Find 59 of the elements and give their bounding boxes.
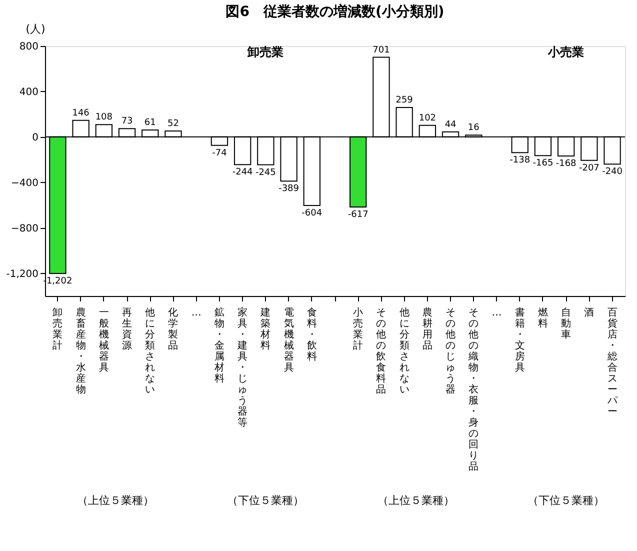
- data-label: -244: [232, 168, 254, 178]
- text: （上位５業種）: [77, 494, 154, 507]
- data-label: 73: [121, 116, 133, 127]
- x-tick-label: 鉱物・金属材料: [213, 306, 224, 384]
- data-label: -74: [212, 148, 228, 158]
- x-tick-label: …: [191, 308, 202, 318]
- data-label: 146: [72, 108, 90, 118]
- chart-title: 図6 従業者数の増減数(小分類別): [226, 3, 444, 20]
- x-tick-label: 一般機械器具: [98, 308, 109, 374]
- x-tick-label: 建築材料: [260, 306, 271, 352]
- data-label: -245: [255, 168, 276, 178]
- text: （下位５業種）: [227, 494, 304, 507]
- y-tick-label: 400: [19, 86, 38, 98]
- text: （下位５業種）: [528, 494, 605, 507]
- y-tick-label: 0: [32, 132, 38, 144]
- data-label: -240: [602, 167, 623, 178]
- data-label: -389: [278, 184, 300, 194]
- x-tick-label: 酒: [584, 306, 594, 318]
- x-tick-label: 農畜産物・水産物: [76, 306, 86, 396]
- x-tick-label: …: [492, 308, 502, 318]
- annotation: 卸売業: [246, 45, 284, 59]
- x-tick-label: 他に分類されない: [399, 306, 410, 396]
- x-tick-label: 自動車: [561, 306, 572, 340]
- data-label: 61: [144, 118, 156, 128]
- x-tick-label: 再生資源: [122, 308, 132, 352]
- data-label: 102: [418, 113, 436, 124]
- y-tick-label: 800: [19, 42, 38, 52]
- x-tick-label: 小売業計: [353, 306, 364, 352]
- category-label: 百貨店・総合スーパー: [607, 308, 618, 418]
- y-tick-label: −800: [11, 223, 38, 234]
- data-label: 44: [444, 120, 457, 130]
- data-label: 259: [396, 95, 414, 106]
- x-tick-label: 化学製品: [168, 306, 178, 352]
- data-label: 52: [168, 119, 179, 129]
- text: （上位５業種）: [377, 494, 454, 507]
- data-label: -604: [302, 208, 322, 219]
- data-label: -168: [556, 159, 577, 169]
- y-tick-label: -1,200: [6, 268, 38, 280]
- x-tick-label: 電気機械器具: [284, 308, 294, 374]
- annotation: 小売業: [547, 45, 584, 59]
- category-label: 家具・建具・じゅう器等: [238, 308, 248, 428]
- y-tick-label: −400: [11, 178, 38, 189]
- x-tick-label: 書籍・文房具: [514, 306, 525, 374]
- x-tick-label: 燃料: [538, 306, 548, 330]
- x-tick-label: 農耕用品: [422, 306, 432, 352]
- x-tick-label: 卸売業計: [52, 306, 63, 352]
- x-tick-label: その他のじゅう器: [446, 308, 456, 396]
- data-label: -617: [348, 210, 368, 220]
- x-tick-label: 食料・飲料: [306, 306, 317, 362]
- data-label: -207: [578, 163, 600, 174]
- data-label: 108: [95, 112, 113, 123]
- data-label: 16: [468, 123, 480, 134]
- category-label: その他の織物・衣服・身の回り品: [468, 308, 479, 472]
- data-label: 701: [372, 45, 390, 56]
- x-tick-label: 他に分類されない: [145, 306, 156, 396]
- data-label: -165: [532, 158, 554, 169]
- data-label: -138: [510, 156, 530, 166]
- y-axis-title: (人): [26, 22, 46, 36]
- x-tick-label: その他の飲食料品: [376, 308, 386, 396]
